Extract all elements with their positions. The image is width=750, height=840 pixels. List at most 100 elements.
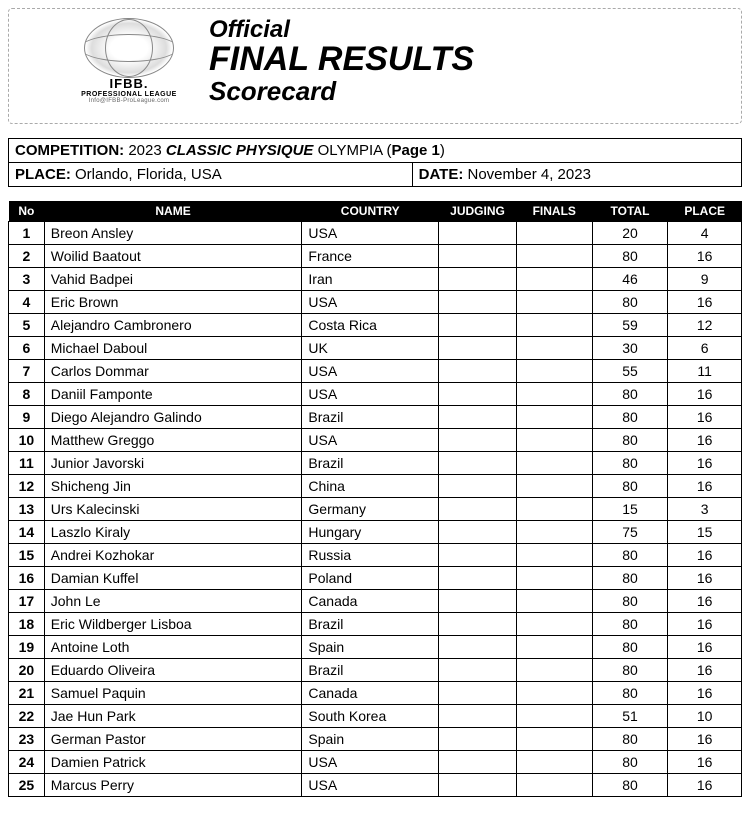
cell-finals <box>516 728 592 751</box>
date-value: November 4, 2023 <box>468 166 591 183</box>
cell-finals <box>516 337 592 360</box>
cell-no: 6 <box>9 337 45 360</box>
cell-finals <box>516 682 592 705</box>
cell-country: China <box>302 475 439 498</box>
col-country: COUNTRY <box>302 201 439 222</box>
cell-place: 16 <box>668 245 742 268</box>
cell-place: 16 <box>668 682 742 705</box>
table-row: 18Eric Wildberger LisboaBrazil8016 <box>9 613 742 636</box>
cell-country: USA <box>302 751 439 774</box>
cell-judging <box>439 383 517 406</box>
cell-finals <box>516 291 592 314</box>
table-row: 21Samuel PaquinCanada8016 <box>9 682 742 705</box>
cell-no: 25 <box>9 774 45 797</box>
title-line3: Scorecard <box>209 78 474 105</box>
cell-total: 55 <box>592 360 668 383</box>
cell-country: Germany <box>302 498 439 521</box>
cell-finals <box>516 429 592 452</box>
col-no: No <box>9 201 45 222</box>
cell-place: 16 <box>668 475 742 498</box>
cell-country: Iran <box>302 268 439 291</box>
cell-finals <box>516 383 592 406</box>
competition-event: CLASSIC PHYSIQUE <box>166 142 314 159</box>
cell-finals <box>516 567 592 590</box>
table-row: 8Daniil FamponteUSA8016 <box>9 383 742 406</box>
cell-name: Michael Daboul <box>44 337 302 360</box>
col-finals: FINALS <box>516 201 592 222</box>
cell-judging <box>439 728 517 751</box>
cell-no: 14 <box>9 521 45 544</box>
cell-total: 80 <box>592 590 668 613</box>
cell-total: 80 <box>592 291 668 314</box>
cell-total: 46 <box>592 268 668 291</box>
cell-finals <box>516 360 592 383</box>
table-row: 22Jae Hun ParkSouth Korea5110 <box>9 705 742 728</box>
table-row: 2Woilid BaatoutFrance8016 <box>9 245 742 268</box>
cell-total: 80 <box>592 636 668 659</box>
cell-judging <box>439 360 517 383</box>
cell-no: 19 <box>9 636 45 659</box>
cell-country: Canada <box>302 590 439 613</box>
cell-name: Damian Kuffel <box>44 567 302 590</box>
results-table: No NAME COUNTRY JUDGING FINALS TOTAL PLA… <box>8 201 742 797</box>
competition-close: ) <box>440 142 445 159</box>
cell-place: 16 <box>668 590 742 613</box>
cell-finals <box>516 245 592 268</box>
cell-judging <box>439 475 517 498</box>
cell-place: 16 <box>668 544 742 567</box>
cell-name: Urs Kalecinski <box>44 498 302 521</box>
title-line2: FINAL RESULTS <box>209 42 474 78</box>
cell-judging <box>439 314 517 337</box>
cell-name: Damien Patrick <box>44 751 302 774</box>
cell-country: Brazil <box>302 613 439 636</box>
cell-finals <box>516 222 592 245</box>
table-row: 5Alejandro CambroneroCosta Rica5912 <box>9 314 742 337</box>
brand-url: Info@IFBB-ProLeague.com <box>89 98 170 104</box>
cell-total: 80 <box>592 245 668 268</box>
cell-total: 75 <box>592 521 668 544</box>
cell-finals <box>516 544 592 567</box>
cell-no: 21 <box>9 682 45 705</box>
cell-finals <box>516 659 592 682</box>
cell-country: USA <box>302 383 439 406</box>
cell-judging <box>439 659 517 682</box>
cell-place: 16 <box>668 659 742 682</box>
cell-country: Spain <box>302 728 439 751</box>
table-row: 23German PastorSpain8016 <box>9 728 742 751</box>
place-value: Orlando, Florida, USA <box>75 166 222 183</box>
cell-place: 16 <box>668 636 742 659</box>
place-label: PLACE: <box>15 166 71 183</box>
place-cell: PLACE: Orlando, Florida, USA <box>9 163 412 186</box>
cell-name: Carlos Dommar <box>44 360 302 383</box>
cell-judging <box>439 291 517 314</box>
cell-place: 6 <box>668 337 742 360</box>
cell-finals <box>516 613 592 636</box>
cell-no: 24 <box>9 751 45 774</box>
cell-total: 80 <box>592 544 668 567</box>
col-total: TOTAL <box>592 201 668 222</box>
table-row: 16Damian KuffelPoland8016 <box>9 567 742 590</box>
cell-country: USA <box>302 291 439 314</box>
cell-country: USA <box>302 360 439 383</box>
cell-name: Alejandro Cambronero <box>44 314 302 337</box>
cell-name: Eric Brown <box>44 291 302 314</box>
cell-no: 17 <box>9 590 45 613</box>
cell-place: 16 <box>668 613 742 636</box>
cell-place: 16 <box>668 429 742 452</box>
cell-no: 10 <box>9 429 45 452</box>
cell-place: 16 <box>668 728 742 751</box>
table-body: 1Breon AnsleyUSA2042Woilid BaatoutFrance… <box>9 222 742 797</box>
cell-no: 8 <box>9 383 45 406</box>
cell-place: 16 <box>668 406 742 429</box>
cell-no: 15 <box>9 544 45 567</box>
cell-no: 12 <box>9 475 45 498</box>
cell-total: 80 <box>592 751 668 774</box>
table-row: 24Damien PatrickUSA8016 <box>9 751 742 774</box>
cell-finals <box>516 705 592 728</box>
date-cell: DATE: November 4, 2023 <box>412 163 741 186</box>
table-row: 9Diego Alejandro GalindoBrazil8016 <box>9 406 742 429</box>
cell-no: 23 <box>9 728 45 751</box>
cell-total: 20 <box>592 222 668 245</box>
table-row: 20Eduardo OliveiraBrazil8016 <box>9 659 742 682</box>
ifbb-logo: IFBB. PROFESSIONAL LEAGUE Info@IFBB-ProL… <box>69 18 189 104</box>
